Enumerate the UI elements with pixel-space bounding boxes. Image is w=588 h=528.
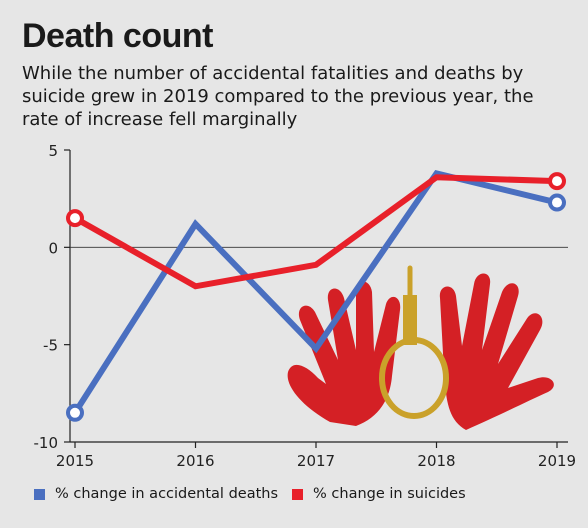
noose-knot-icon: [403, 295, 417, 345]
chart-card: [4, 4, 584, 524]
marker-suicides: [66, 209, 84, 228]
legend-item-accidental: % change in accidental deaths: [34, 486, 278, 502]
series-lines: [72, 169, 558, 415]
series-markers: [66, 172, 566, 422]
left-hand-icon: [287, 281, 401, 426]
line-accidental-deaths: [72, 169, 558, 415]
right-hand-icon: [439, 273, 554, 430]
chart-subtitle: While the number of accidental fatalitie…: [22, 63, 534, 130]
y-tick-label: 5: [48, 142, 58, 160]
legend-label-accidental: % change in accidental deaths: [55, 486, 279, 502]
noose-loop-icon: [379, 337, 449, 419]
y-tick-label: -5: [43, 337, 58, 355]
marker-accidental-deaths: [66, 403, 84, 422]
x-tick-label: 2015: [56, 452, 94, 470]
y-tick-label: 0: [48, 239, 58, 257]
chart-title: Death count: [22, 17, 213, 55]
legend-item-suicides: % change in suicides: [292, 486, 466, 502]
x-tick-label: 2018: [417, 452, 455, 470]
x-tick-label: 2017: [297, 452, 335, 470]
x-tick-label: 2019: [538, 452, 576, 470]
legend: % change in accidental deaths % change i…: [34, 486, 480, 502]
marker-suicides: [548, 172, 566, 191]
line-suicides: [73, 174, 558, 290]
legend-swatch-accidental: [34, 488, 45, 500]
hands-illustration: [287, 273, 554, 430]
y-tick-label: -10: [34, 434, 59, 452]
x-tick-label: 2016: [176, 452, 214, 470]
noose-illustration: [379, 265, 449, 419]
marker-accidental-deaths: [548, 193, 566, 212]
legend-label-suicides: % change in suicides: [313, 486, 466, 502]
legend-swatch-suicides: [292, 488, 304, 500]
